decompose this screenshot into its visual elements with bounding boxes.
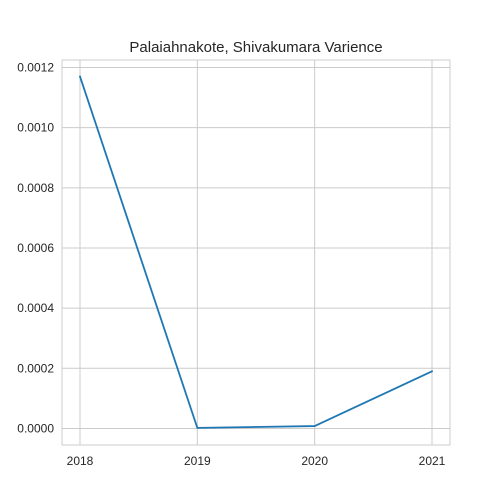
y-gridlines xyxy=(62,67,450,429)
series-layer xyxy=(79,75,433,429)
series-line xyxy=(79,75,433,429)
x-tick-label: 2020 xyxy=(301,454,328,468)
chart-title: Palaiahnakote, Shivakumara Varience xyxy=(129,39,382,56)
x-gridlines xyxy=(79,60,433,445)
data-point xyxy=(313,425,316,427)
x-tick-label: 2019 xyxy=(184,454,211,468)
y-tick-labels: 0.0000 0.0002 0.0004 0.0006 0.0008 0.0010 0.00… xyxy=(17,61,54,436)
x-tick-labels: 2018 2019 2020 2021 xyxy=(67,454,446,468)
data-point xyxy=(196,426,199,429)
plot-background xyxy=(62,60,450,445)
y-tick-label: 0.0008 xyxy=(17,181,54,195)
data-point xyxy=(79,75,81,78)
plot-frame xyxy=(61,59,451,446)
y-tick-label: 0.0010 xyxy=(17,121,54,135)
y-tick-label: 0.0002 xyxy=(17,361,54,375)
y-tick-label: 0.0006 xyxy=(17,241,54,255)
y-tick-label: 0.0000 xyxy=(17,421,54,435)
y-tick-label: 0.0004 xyxy=(17,301,54,315)
x-tick-label: 2021 xyxy=(419,454,446,468)
x-tick-label: 2018 xyxy=(67,454,94,468)
data-point xyxy=(431,370,433,373)
y-tick-label: 0.0012 xyxy=(17,61,54,75)
